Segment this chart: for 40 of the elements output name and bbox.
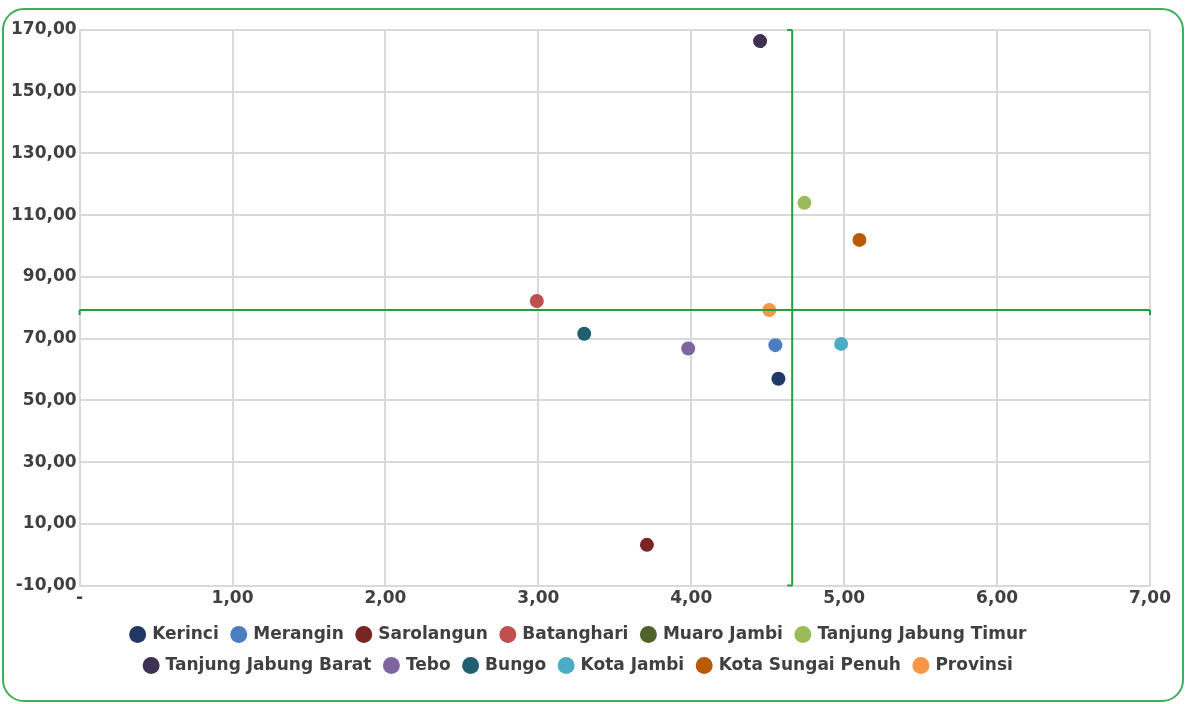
point: [681, 341, 696, 356]
point: [771, 371, 786, 386]
y-tick-label: 30,00: [22, 450, 77, 471]
point: [639, 537, 654, 552]
legend-label: Tebo: [405, 653, 451, 674]
legend-label: Muaro Jambi: [662, 622, 783, 643]
y-tick-label: 70,00: [22, 327, 77, 348]
y-tick-label: 170,00: [10, 18, 77, 39]
y-tick-label: 50,00: [22, 388, 77, 409]
legend-label: Tanjung Jabung Timur: [817, 622, 1027, 643]
point: [768, 338, 783, 353]
y-tick-label: -10,00: [15, 574, 77, 595]
legend-label: Kota Sungai Penuh: [718, 653, 901, 674]
point: [529, 294, 544, 309]
legend-label: Bungo: [485, 653, 547, 674]
x-tick-label: 5,00: [823, 587, 866, 608]
point: [834, 336, 849, 351]
point: [797, 195, 812, 210]
y-tick-label: 110,00: [10, 203, 77, 224]
x-tick-label: 7,00: [1129, 587, 1172, 608]
x-tick-label: 4,00: [670, 587, 713, 608]
legend-label: Provinsi: [935, 653, 1013, 674]
point: [753, 34, 768, 49]
x-tick-label: 1,00: [211, 587, 254, 608]
legend-label: Batanghari: [522, 622, 629, 643]
legend-label: Kerinci: [152, 622, 219, 643]
y-tick-label: 150,00: [10, 80, 77, 101]
legend-label: Sarolangun: [378, 622, 488, 643]
x-tick-label: 3,00: [517, 587, 560, 608]
point: [577, 326, 592, 341]
x-tick-label: 2,00: [364, 587, 407, 608]
x-tick-label: -: [76, 587, 84, 608]
y-tick-label: 90,00: [22, 265, 77, 286]
y-tick-label: 10,00: [22, 512, 77, 533]
y-tick-label: 130,00: [10, 141, 77, 162]
x-tick-label: 6,00: [976, 587, 1019, 608]
legend-label: Merangin: [253, 622, 344, 643]
legend-label: Tanjung Jabung Barat: [165, 653, 372, 674]
point: [852, 232, 867, 247]
legend-label: Kota Jambi: [580, 653, 685, 674]
